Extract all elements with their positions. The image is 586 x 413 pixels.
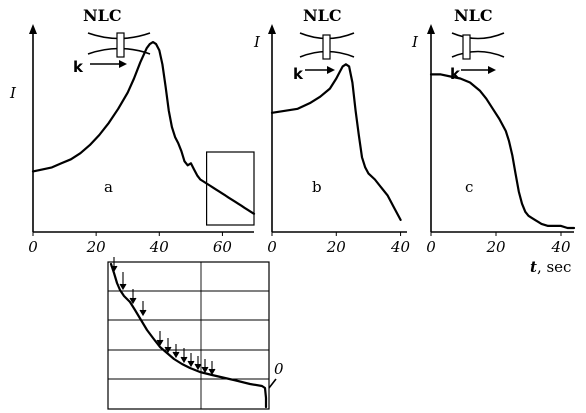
drop-marker bbox=[110, 257, 118, 273]
drop-marker bbox=[201, 359, 209, 374]
x-axis-unit-label: t, sec bbox=[530, 258, 571, 276]
drop-marker bbox=[119, 272, 127, 291]
x-tick-label: 0 bbox=[28, 238, 38, 256]
panel-b-beam-arrowhead bbox=[327, 66, 335, 74]
panel-b-curve bbox=[270, 63, 402, 221]
drop-marker bbox=[208, 361, 216, 376]
inset-drop-markers bbox=[110, 257, 216, 376]
panel-b-label: b bbox=[312, 178, 322, 196]
panel-a-beam-label: k bbox=[73, 58, 84, 76]
panel-a: I NLC k 0 20 40 60 a bbox=[9, 6, 256, 256]
x-tick-label: 0 bbox=[267, 238, 277, 256]
panel-a-inset-region-box bbox=[206, 151, 255, 226]
panel-b-beam-label: k bbox=[293, 65, 304, 83]
inset-zero-marker-pointer bbox=[268, 378, 277, 389]
panel-a-y-label: I bbox=[9, 84, 17, 102]
panel-c-beam-arrowhead bbox=[488, 66, 496, 74]
panel-b-title: NLC bbox=[303, 6, 342, 25]
panel-a-beam-arrowhead bbox=[119, 60, 127, 68]
panel-b-ticks: 0 20 40 bbox=[267, 232, 411, 256]
x-tick-label: 60 bbox=[213, 238, 233, 256]
inset: 0 bbox=[107, 257, 284, 410]
drop-marker bbox=[187, 353, 195, 368]
drop-marker bbox=[172, 344, 180, 359]
drop-marker bbox=[164, 338, 172, 354]
x-axis-unit: , sec bbox=[537, 258, 572, 276]
inset-zero-marker-label: 0 bbox=[274, 360, 284, 378]
inset-frame bbox=[107, 261, 270, 410]
x-tick-label: 20 bbox=[485, 238, 506, 256]
panel-a-cell-icon bbox=[116, 32, 125, 58]
drop-marker bbox=[194, 356, 202, 371]
x-tick-label: 40 bbox=[550, 238, 571, 256]
inset-curve bbox=[109, 262, 268, 409]
x-axis-time-symbol: t bbox=[530, 258, 537, 276]
panel-a-ticks: 0 20 40 60 bbox=[28, 232, 232, 256]
panel-a-label: a bbox=[104, 178, 113, 196]
panel-a-curve bbox=[31, 41, 256, 215]
x-tick-label: 40 bbox=[390, 238, 411, 256]
x-tick-label: 40 bbox=[149, 238, 170, 256]
drop-marker bbox=[139, 301, 147, 317]
x-tick-label: 20 bbox=[326, 238, 347, 256]
drop-marker bbox=[129, 289, 137, 305]
x-tick-label: 0 bbox=[426, 238, 436, 256]
panel-c-label: c bbox=[465, 178, 473, 196]
panel-c-cell-top-wall bbox=[451, 32, 505, 40]
x-tick-label: 20 bbox=[86, 238, 107, 256]
drop-marker bbox=[180, 348, 188, 364]
panel-a-title: NLC bbox=[83, 6, 122, 25]
panel-b-cell-icon bbox=[322, 34, 331, 60]
panel-b-y-axis-arrow bbox=[268, 24, 276, 34]
panel-c-ticks: 0 20 40 bbox=[426, 232, 571, 256]
panel-c-cell-bottom-wall bbox=[451, 50, 505, 58]
panel-c-y-axis-arrow bbox=[427, 24, 435, 34]
panel-c-curve bbox=[429, 73, 576, 230]
panel-c-beam-label: k bbox=[450, 65, 461, 83]
panel-c: I NLC k 0 20 40 c bbox=[411, 6, 576, 256]
panel-c-title: NLC bbox=[454, 6, 493, 25]
panel-c-cell-icon bbox=[462, 34, 471, 60]
panel-b: I NLC k 0 20 40 b bbox=[253, 6, 411, 256]
panel-b-y-label: I bbox=[253, 33, 261, 51]
drop-marker bbox=[156, 331, 164, 347]
panel-a-y-axis-arrow bbox=[29, 24, 37, 34]
panel-c-y-label: I bbox=[411, 33, 419, 51]
